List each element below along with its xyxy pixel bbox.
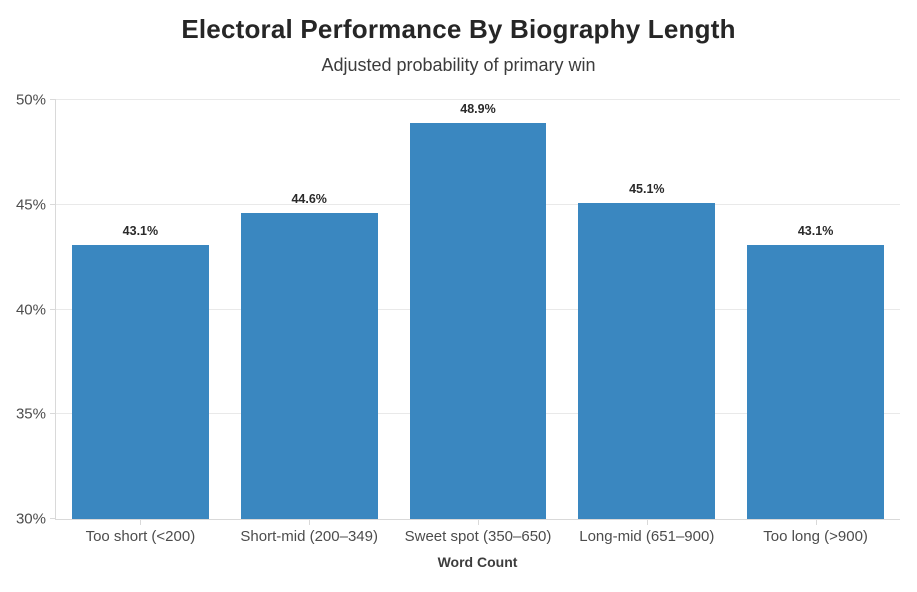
x-axis-tick — [140, 519, 142, 525]
bar-value-label: 43.1% — [122, 223, 159, 238]
bar-value-label: 44.6% — [291, 192, 327, 207]
y-axis-label: 50% — [15, 91, 46, 109]
bar — [240, 213, 378, 519]
bar — [747, 244, 884, 519]
y-axis-label: 45% — [15, 196, 46, 214]
bar-value-label: 48.9% — [460, 102, 496, 117]
bar — [409, 123, 547, 519]
x-axis-tick — [815, 519, 817, 525]
x-axis-tick — [646, 519, 648, 525]
x-axis-label: Too long (>900) — [763, 528, 868, 545]
bar — [578, 202, 716, 519]
y-axis-tick — [50, 308, 56, 310]
bar — [72, 244, 209, 519]
x-axis-label: Too short (<200) — [85, 528, 196, 545]
plot-area: 30% 35% 40% 45% 50% 43.1% Too short (<200) 44.6… — [16, 92, 900, 545]
x-axis-label: Long-mid (651–900) — [579, 528, 715, 545]
x-axis-label: Sweet spot (350–650) — [404, 528, 552, 545]
y-axis-tick — [50, 518, 56, 519]
x-axis-tick — [477, 519, 479, 525]
chart-title: Electoral Performance By Biography Lengt… — [181, 14, 736, 44]
category-slot: 48.9% Sweet spot (350–650) — [394, 100, 563, 545]
chart-subtitle: Adjusted probability of primary win — [321, 55, 596, 75]
x-axis-title: Word Count — [437, 554, 518, 570]
y-axis-label: 40% — [15, 301, 46, 318]
category-slot: 43.1% Too short (<200) — [56, 100, 225, 545]
category-slot: 45.1% Long-mid (651–900) — [562, 100, 731, 545]
y-axis-tick — [50, 413, 56, 415]
bar-value-label: 43.1% — [797, 223, 834, 238]
x-axis-tick — [309, 519, 311, 525]
category-slot: 43.1% Too long (>900) — [731, 100, 900, 545]
y-axis-label: 35% — [15, 405, 46, 423]
category-slot: 44.6% Short-mid (200–349) — [225, 100, 394, 545]
y-axis-label: 30% — [15, 510, 46, 528]
y-axis-tick — [50, 99, 56, 100]
x-axis-label: Short-mid (200–349) — [240, 528, 378, 545]
bar-value-label: 45.1% — [629, 181, 665, 196]
gridline — [56, 99, 900, 100]
y-axis-tick — [50, 203, 56, 205]
